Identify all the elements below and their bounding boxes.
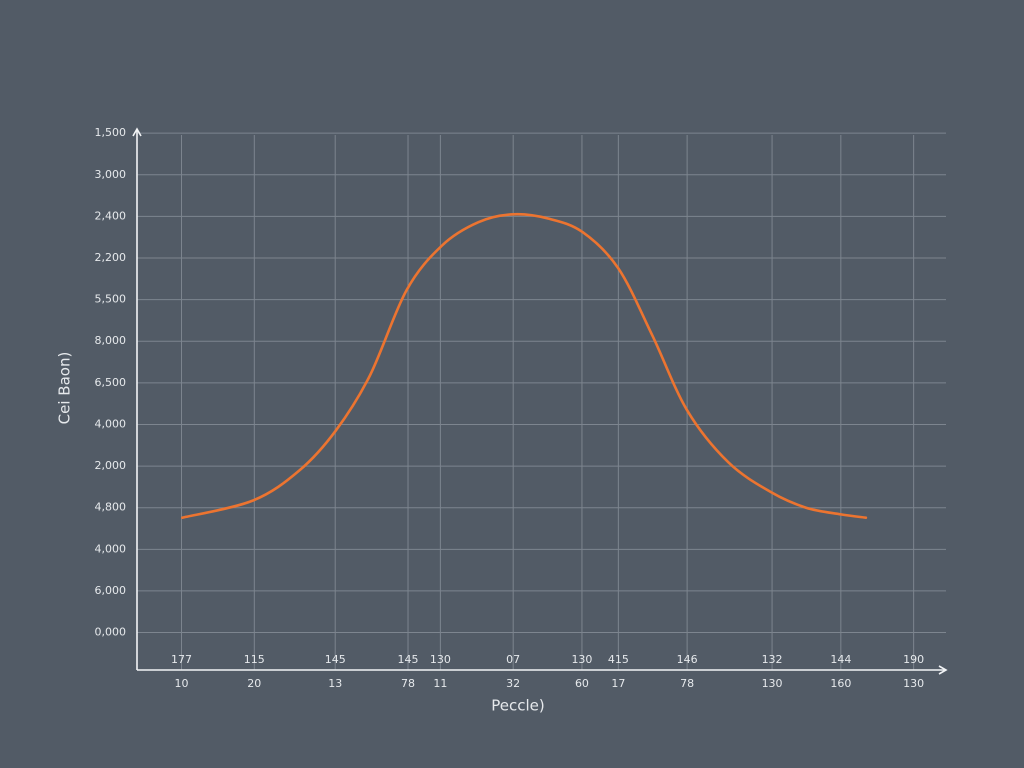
x-tick-label: 415 xyxy=(608,653,629,666)
y-tick-label: 6,000 xyxy=(95,584,127,597)
y-tick-label: 0,000 xyxy=(95,626,127,639)
x-tick-label: 115 xyxy=(244,653,265,666)
x-tick-label: 130 xyxy=(430,653,451,666)
y-tick-label: 5,500 xyxy=(95,293,127,306)
x-tick-sublabel: 130 xyxy=(903,677,924,690)
x-tick-label: 144 xyxy=(830,653,851,666)
x-tick-label: 132 xyxy=(762,653,783,666)
x-tick-sublabel: 78 xyxy=(401,677,415,690)
x-tick-sublabel: 160 xyxy=(830,677,851,690)
y-tick-label: 4,000 xyxy=(95,542,127,555)
x-tick-label: 145 xyxy=(398,653,419,666)
x-axis-arrow xyxy=(938,665,948,675)
x-tick-sublabel: 10 xyxy=(174,677,188,690)
y-axis-label: Cei Baon) xyxy=(56,352,74,425)
x-tick-sublabel: 32 xyxy=(506,677,520,690)
x-tick-label: 145 xyxy=(325,653,346,666)
y-tick-label: 8,000 xyxy=(95,334,127,347)
x-tick-sublabel: 13 xyxy=(328,677,342,690)
x-tick-sublabel: 20 xyxy=(247,677,261,690)
x-tick-sublabel: 60 xyxy=(575,677,589,690)
y-tick-label: 2,000 xyxy=(95,459,127,472)
y-tick-label: 4,800 xyxy=(95,501,127,514)
y-tick-label: 1,500 xyxy=(95,126,127,139)
x-tick-label: 190 xyxy=(903,653,924,666)
x-tick-label: 130 xyxy=(571,653,592,666)
x-tick-label: 146 xyxy=(677,653,698,666)
line xyxy=(181,212,868,519)
y-tick-label: 3,000 xyxy=(95,168,127,181)
x-tick-sublabel: 78 xyxy=(680,677,694,690)
x-tick-label: 07 xyxy=(506,653,520,666)
y-tick-label: 4,000 xyxy=(95,417,127,430)
y-tick-label: 2,400 xyxy=(95,209,127,222)
y-tick-label: 6,500 xyxy=(95,376,127,389)
y-axis-arrow xyxy=(132,127,142,137)
x-tick-sublabel: 130 xyxy=(762,677,783,690)
x-tick-label: 177 xyxy=(171,653,192,666)
x-axis-label: Peccle) xyxy=(491,697,544,715)
x-tick-sublabel: 17 xyxy=(611,677,625,690)
x-tick-sublabel: 11 xyxy=(433,677,447,690)
y-tick-label: 2,200 xyxy=(95,251,127,264)
